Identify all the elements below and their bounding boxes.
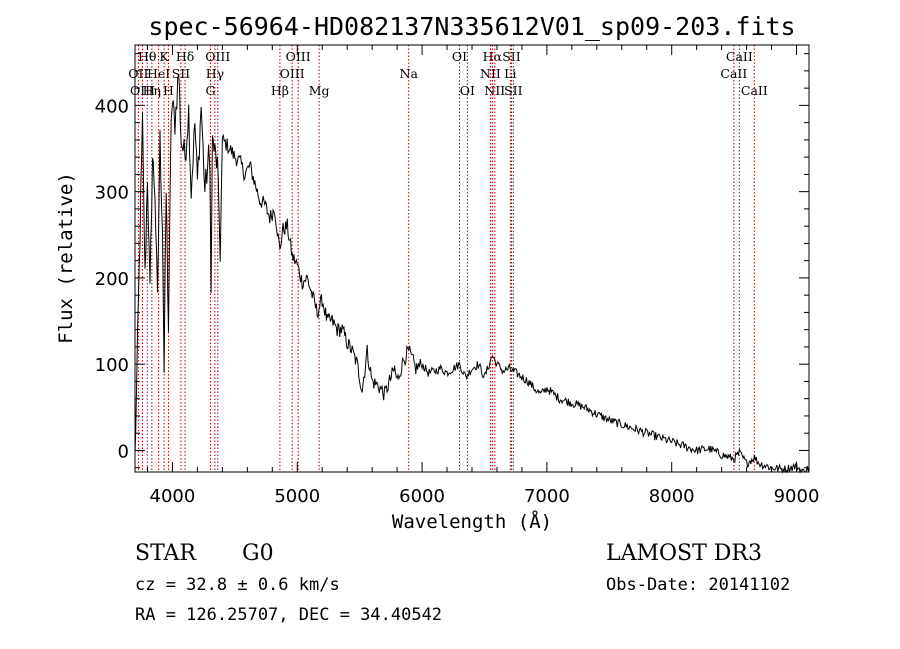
x-tick-label-4: 8000 [649,486,695,507]
y-tick-label-4: 400 [95,96,129,117]
line-label-26: CaII [720,66,747,81]
line-label-25: CaII [726,49,753,64]
x-tick-label-2: 6000 [399,486,445,507]
line-label-21: NII [480,66,501,81]
line-label-5: K [159,49,169,64]
line-label-23: NII [484,83,505,98]
line-label-17: OI [452,49,467,64]
line-label-15: Mg [309,83,330,98]
x-tick-label-0: 4000 [150,486,196,507]
line-label-12: Hβ [271,83,289,98]
y-axis-label: Flux (relative) [55,172,77,344]
flux-series-group [134,73,810,474]
line-label-2: OIII [130,83,155,98]
y-tick-label-3: 300 [95,183,129,204]
observation-date: Obs-Date: 20141102 [606,575,790,595]
line-label-22: Li [504,66,516,81]
line-label-11: G [206,83,216,98]
line-label-20: SII [502,49,521,64]
line-label-6: H [163,83,174,98]
redshift-info: cz = 32.8 ± 0.6 km/s [135,575,340,595]
x-axis-label: Wavelength (Å) [392,510,552,533]
line-label-9: OIII [205,49,230,64]
coordinates-info: RA = 126.25707, DEC = 34.40542 [135,605,442,625]
line-label-10: Hγ [206,66,224,81]
object-class: STAR [135,541,197,566]
line-label-4: HeI [147,66,170,81]
line-label-7: Hδ [176,49,194,64]
y-tick-label-0: 0 [118,441,129,462]
plot-frame [134,44,810,473]
line-label-19: Hα [483,49,503,64]
line-label-8: SII [172,66,191,81]
line-label-16: Na [400,66,419,81]
y-tick-label-1: 100 [95,355,129,376]
x-tick-label-5: 9000 [774,486,820,507]
line-label-13: OIII [286,49,311,64]
y-tick-label-2: 200 [95,269,129,290]
flux-series-line [134,73,810,474]
x-tick-label-3: 7000 [524,486,570,507]
line-label-1: OII [128,66,148,81]
line-label-0: Hθ [138,49,156,64]
x-tick-label-1: 5000 [274,486,320,507]
line-label-24: SII [504,83,523,98]
line-label-18: OI [460,83,475,98]
line-label-27: CaII [741,83,768,98]
line-label-3: Hη [143,83,161,98]
survey-name: LAMOST DR3 [606,541,762,566]
axis-ticks: 4000 5000 6000 7000 8000 9000 0 100 200 300 400 [95,45,820,507]
spectral-subclass: G0 [242,541,274,566]
line-label-14: OIII [280,66,305,81]
chart-title: spec-56964-HD082137N335612V01_sp09-203.f… [148,12,795,41]
